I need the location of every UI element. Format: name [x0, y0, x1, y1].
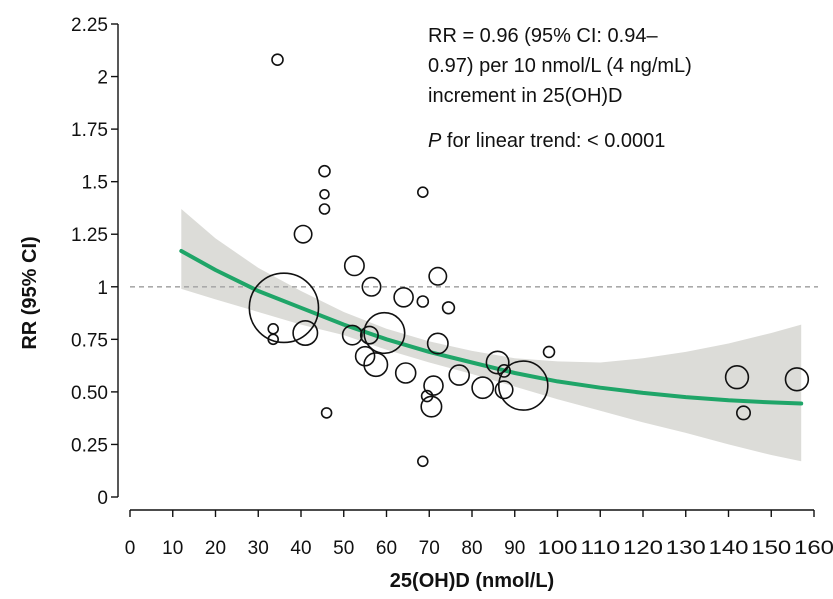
x-tick-label: 20 — [205, 538, 226, 559]
y-tick-label: 0.50 — [71, 383, 108, 404]
x-tick-label: 150 — [751, 538, 791, 559]
y-tick-label: 0.25 — [71, 435, 108, 456]
x-tick-label: 40 — [290, 538, 311, 559]
x-tick-label: 80 — [461, 538, 482, 559]
y-tick-label: 2.25 — [71, 15, 108, 36]
study-point — [497, 360, 549, 411]
annotation-line-3: increment in 25(OH)D — [428, 85, 623, 107]
study-point — [784, 367, 810, 392]
study-point — [319, 189, 330, 200]
study-point — [293, 224, 313, 244]
x-tick-label: 50 — [333, 538, 354, 559]
x-tick-label: 30 — [248, 538, 269, 559]
axes-layer: 0 0.25 0.50 0.75 1 1.25 1.5 1.75 2 2.25 0 10 20 30 40 5… — [71, 15, 833, 559]
x-tick-label: 120 — [623, 538, 663, 559]
x-axis-title: 25(OH)D (nmol/L) — [390, 570, 554, 592]
x-tick-label: 70 — [419, 538, 440, 559]
y-tick-label: 1.5 — [82, 173, 108, 194]
confidence-band — [181, 209, 802, 462]
ci-band-layer — [181, 209, 802, 462]
study-point — [428, 266, 448, 286]
study-point — [320, 407, 333, 419]
y-axis-title: RR (95% CI) — [19, 236, 41, 349]
study-point — [394, 362, 417, 384]
study-point — [485, 350, 510, 375]
study-point — [542, 345, 556, 359]
study-point — [318, 164, 331, 178]
annotation-line-2: 0.97) per 10 nmol/L (4 ng/mL) — [428, 55, 692, 77]
study-point — [292, 319, 319, 346]
x-tick-label: 0 — [125, 538, 136, 559]
study-point — [248, 272, 320, 344]
study-point — [423, 375, 444, 396]
study-point — [471, 376, 495, 400]
x-tick-label: 100 — [538, 538, 578, 559]
y-tick-label: 1.75 — [71, 120, 108, 141]
study-point — [361, 276, 382, 297]
fit-line-layer — [179, 249, 804, 406]
x-tick-label: 130 — [666, 538, 706, 559]
study-point — [441, 301, 456, 315]
study-point — [416, 295, 430, 308]
study-point — [318, 203, 331, 215]
trend-annotation: P for linear trend: < 0.0001 — [428, 130, 665, 152]
study-point — [416, 455, 429, 468]
trend-p-symbol: P — [428, 130, 442, 152]
y-tick-label: 0.75 — [71, 330, 108, 351]
study-point — [267, 333, 280, 346]
annotation-line-1: RR = 0.96 (95% CI: 0.94– — [428, 25, 658, 47]
study-point — [341, 324, 363, 346]
x-tick-label: 60 — [376, 538, 397, 559]
y-tick-label: 1 — [97, 278, 108, 299]
study-point — [354, 345, 376, 367]
study-point — [497, 363, 511, 378]
x-tick-label: 110 — [580, 538, 620, 559]
study-point — [494, 380, 514, 400]
study-point — [359, 325, 379, 345]
study-point — [363, 311, 406, 355]
y-tick-label: 0 — [97, 488, 108, 509]
trend-text: for linear trend: < 0.0001 — [441, 130, 665, 152]
study-point — [267, 322, 280, 335]
study-point — [426, 332, 449, 355]
study-point — [393, 286, 414, 308]
study-point — [416, 186, 429, 198]
x-tick-label: 160 — [794, 538, 833, 559]
y-tick-label: 2 — [97, 68, 108, 89]
y-tick-label: 1.25 — [71, 225, 108, 246]
study-point — [271, 53, 284, 67]
x-tick-label: 10 — [162, 538, 183, 559]
fit-line — [179, 249, 804, 406]
points-layer — [248, 53, 810, 468]
study-point — [343, 255, 365, 277]
study-point — [724, 365, 750, 390]
study-point — [735, 405, 751, 421]
study-point — [448, 364, 471, 386]
study-point — [363, 352, 389, 378]
x-tick-label: 90 — [504, 538, 525, 559]
x-tick-label: 140 — [709, 538, 749, 559]
study-point — [420, 395, 443, 418]
